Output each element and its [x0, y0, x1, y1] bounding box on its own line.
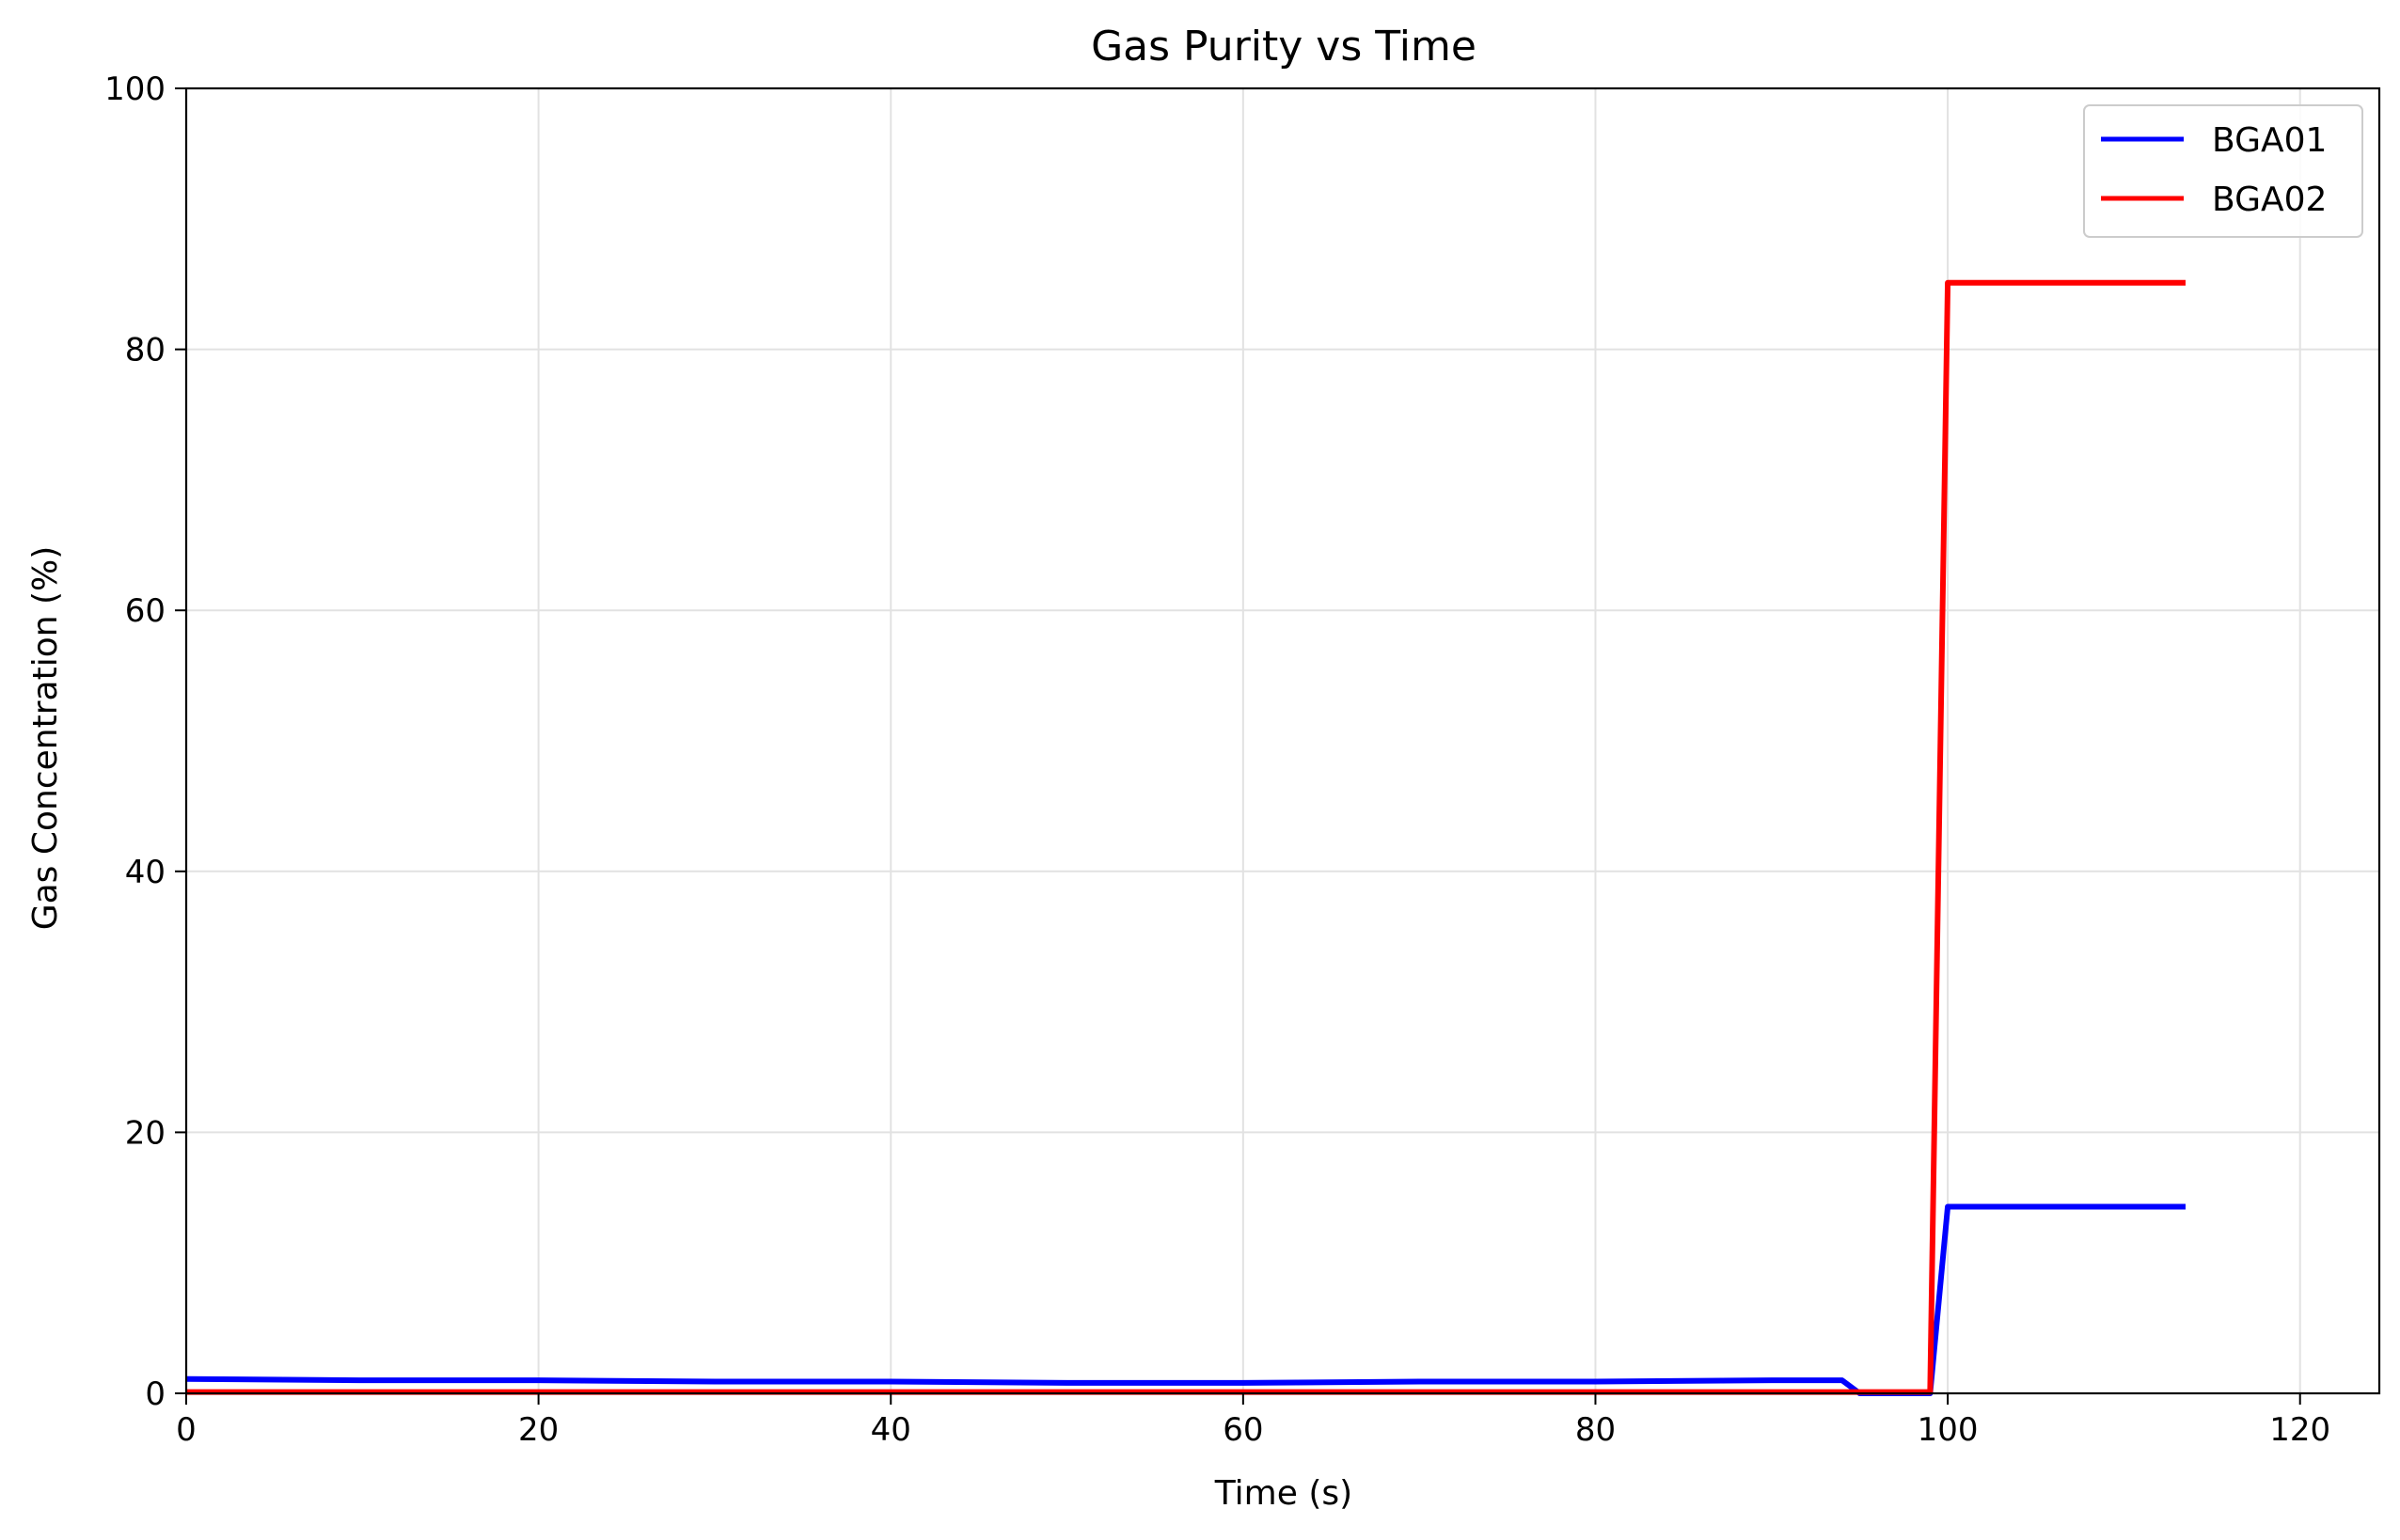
series-line-bga02 — [186, 279, 2186, 1395]
legend-label-bga02: BGA02 — [2212, 181, 2327, 219]
x-axis-label: Time (s) — [1214, 1474, 1352, 1513]
chart-title: Gas Purity vs Time — [1091, 23, 1476, 71]
x-tick-label: 20 — [518, 1411, 559, 1449]
x-tick-label: 100 — [1918, 1411, 1979, 1449]
series-line-bga01 — [185, 1203, 2186, 1396]
y-tick-label: 40 — [125, 854, 166, 891]
x-tick-label: 120 — [2269, 1411, 2330, 1449]
x-tick-label: 80 — [1575, 1411, 1616, 1449]
x-tick-label: 40 — [871, 1411, 911, 1449]
y-axis-label: Gas Concentration (%) — [26, 546, 65, 931]
y-tick-label: 0 — [145, 1375, 166, 1413]
y-tick-label: 60 — [125, 592, 166, 630]
y-tick-label: 20 — [125, 1114, 166, 1152]
legend-label-bga01: BGA01 — [2212, 121, 2327, 160]
y-tick-label: 100 — [104, 71, 166, 108]
axis-ticks: 0 20 40 60 80 100 120 0 20 40 60 80 100 — [104, 71, 2330, 1449]
series-lines — [185, 279, 2186, 1396]
legend: BGA01 BGA02 — [2083, 104, 2363, 238]
plot-frame — [184, 86, 2381, 1395]
y-tick-label: 80 — [125, 332, 166, 369]
x-tick-label: 0 — [176, 1411, 197, 1449]
x-tick-label: 60 — [1223, 1411, 1263, 1449]
